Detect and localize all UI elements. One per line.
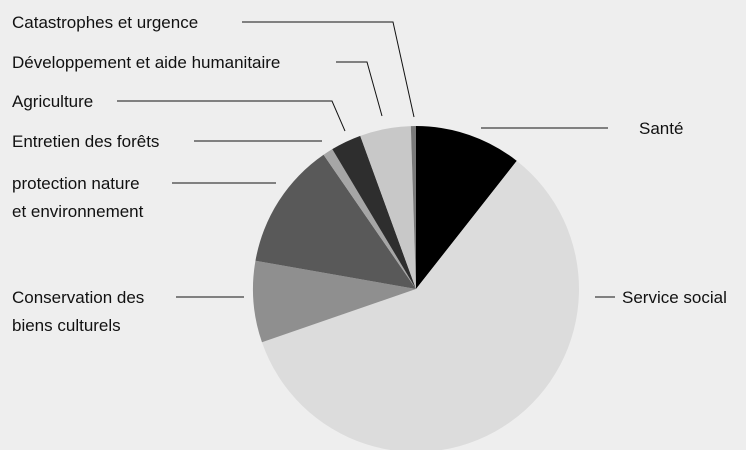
pie-slice-3 [253,260,416,343]
pie-slice-5 [323,149,416,289]
slice-label-line: protection nature [12,174,140,193]
pie-slice-4 [255,154,416,289]
slice-label-line: Agriculture [12,92,93,111]
pie-slices [253,126,579,450]
pie-slice-1 [416,126,517,289]
slice-label-line: Conservation des [12,288,144,307]
slice-label-6: Agriculture [12,92,93,111]
leader-line-8 [242,21,415,118]
slice-label-5: Entretien des forêts [12,132,159,151]
slice-label-line: Catastrophes et urgence [12,13,198,32]
pie-slice-2 [261,160,579,450]
slice-label-1: Santé [639,119,683,138]
slice-label-line: Développement et aide humanitaire [12,53,280,72]
pie-slice-6 [332,135,416,289]
slice-label-3: Conservation des biens culturels [12,288,144,335]
pie-slice-7 [360,126,416,289]
slice-label-line: Entretien des forêts [12,132,159,151]
slice-label-2: Service social [622,288,727,307]
slice-label-7: Développement et aide humanitaire [12,53,280,72]
slice-label-line: Santé [639,119,683,138]
slice-label-line: biens culturels [12,316,121,335]
pie-labels: Santé Service social Conservation des biens… [12,13,727,335]
slice-label-8: Catastrophes et urgence [12,13,198,32]
slice-label-line: et environnement [12,202,144,221]
pie-slice-8 [410,126,416,289]
leader-line-6 [117,100,346,132]
leader-line-7 [336,61,383,117]
slice-label-line: Service social [622,288,727,307]
slice-label-4: protection nature et environnement [12,174,144,221]
